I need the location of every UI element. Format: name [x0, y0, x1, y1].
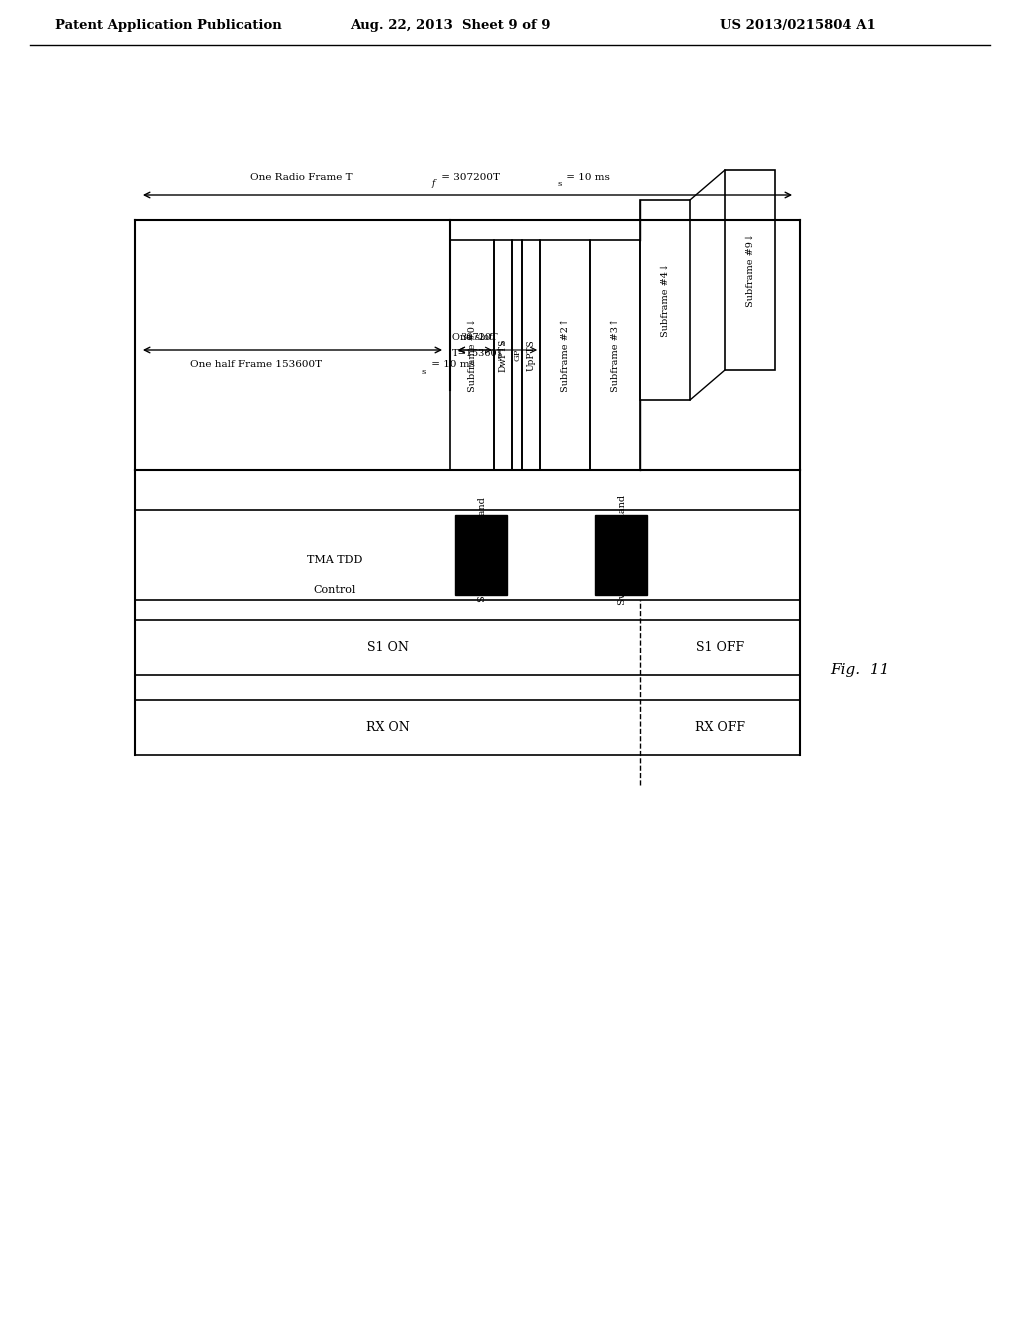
Text: S1 OFF: S1 OFF [696, 642, 744, 653]
Text: Subframe #9↓: Subframe #9↓ [745, 234, 755, 308]
Text: One slot: One slot [452, 334, 493, 342]
Text: One Radio Frame T: One Radio Frame T [250, 173, 352, 182]
Text: S1 ON: S1 ON [367, 642, 409, 653]
Text: = 10 ms: = 10 ms [428, 360, 475, 370]
Text: GP: GP [513, 348, 521, 362]
Text: DwPTS: DwPTS [499, 338, 508, 372]
Text: Fig.  11: Fig. 11 [830, 663, 890, 677]
Bar [455, 515, 507, 595]
Text: Switch ON command: Switch ON command [478, 498, 487, 602]
Text: = 10 ms: = 10 ms [563, 173, 610, 182]
Bar [595, 515, 647, 595]
Text: US 2013/0215804 A1: US 2013/0215804 A1 [720, 18, 876, 32]
Bar [512, 240, 522, 470]
Text: T=15360T: T=15360T [452, 348, 504, 358]
Bar [540, 240, 590, 470]
Text: s: s [501, 339, 505, 347]
Text: TMA TDD: TMA TDD [307, 554, 362, 565]
Text: Aug. 22, 2013  Sheet 9 of 9: Aug. 22, 2013 Sheet 9 of 9 [350, 18, 551, 32]
Text: RX OFF: RX OFF [695, 721, 745, 734]
Bar [522, 240, 540, 470]
Bar [640, 201, 690, 400]
Text: s: s [422, 368, 426, 376]
Text: Subframe #2↑: Subframe #2↑ [560, 318, 569, 392]
Text: = 307200T: = 307200T [438, 173, 500, 182]
Text: Switch OFF command: Switch OFF command [618, 495, 627, 605]
Text: RX ON: RX ON [366, 721, 410, 734]
Text: 30720T: 30720T [460, 333, 498, 342]
Text: UpPTS: UpPTS [526, 339, 536, 371]
Text: f: f [432, 180, 435, 189]
Bar [725, 170, 775, 370]
Text: Subframe #4↓: Subframe #4↓ [660, 263, 670, 337]
Text: One half Frame 153600T: One half Frame 153600T [190, 360, 323, 370]
Text: Subframe #0↓: Subframe #0↓ [468, 318, 476, 392]
Text: s: s [498, 355, 502, 363]
Bar [450, 240, 494, 470]
Bar [590, 240, 640, 470]
Text: Control: Control [313, 585, 356, 595]
Text: Subframe #3↑: Subframe #3↑ [610, 318, 620, 392]
Text: Patent Application Publication: Patent Application Publication [55, 18, 282, 32]
Bar [494, 240, 512, 470]
Text: s: s [558, 180, 562, 187]
